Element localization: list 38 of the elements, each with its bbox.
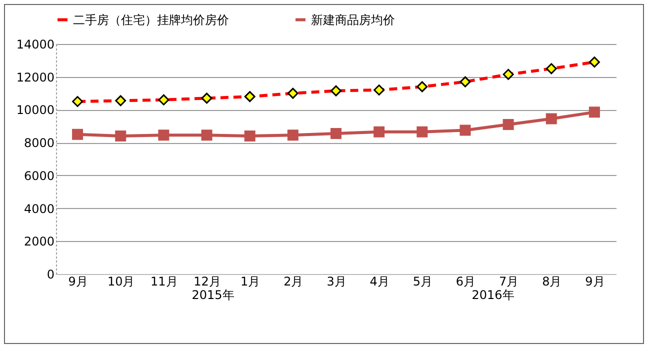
- y-tick-label: 4000: [24, 202, 54, 216]
- text: 2016年: [470, 287, 516, 304]
- point: [244, 130, 256, 142]
- point: [374, 126, 385, 138]
- point: [416, 126, 428, 138]
- x-tick-label: 3月: [326, 274, 346, 288]
- x-tick-label: 4月: [370, 274, 390, 288]
- y-tick-label: 0: [46, 268, 54, 282]
- x-tick-label: 9月: [585, 274, 605, 288]
- x-tick-label: 1月: [240, 274, 260, 288]
- point: [546, 113, 557, 124]
- x-tick-label: 10月: [107, 274, 135, 288]
- point: [158, 130, 170, 141]
- point: [588, 106, 600, 118]
- y-tick-label: 14000: [16, 38, 54, 52]
- point: [502, 119, 514, 130]
- x-tick-label: 8月: [542, 274, 562, 288]
- x-tick-label: 11月: [150, 274, 178, 288]
- point: [287, 130, 298, 141]
- x-tick-label: 2月: [284, 274, 304, 288]
- x-tick-label: 7月: [498, 274, 519, 288]
- x-tick-label: 12月: [194, 274, 221, 288]
- y-tick-label: 6000: [24, 168, 54, 183]
- legend-label: 二手房（住宅）挂牌均价房价: [73, 12, 229, 27]
- x-tick-label: 9月: [68, 274, 88, 288]
- y-tick-label: 2000: [24, 234, 54, 249]
- point: [115, 130, 126, 142]
- point: [460, 124, 471, 136]
- x-tick-label: 5月: [412, 274, 432, 288]
- legend-label: 新建商品房均价: [311, 12, 395, 27]
- text: 2015年: [190, 287, 236, 304]
- y-tick-label: 12000: [16, 70, 54, 84]
- point: [330, 128, 342, 140]
- y-tick-label: 10000: [16, 103, 54, 118]
- x-tick-label: 6月: [456, 274, 476, 288]
- point: [72, 128, 84, 140]
- y-tick-label: 8000: [24, 136, 54, 150]
- point: [201, 130, 212, 141]
